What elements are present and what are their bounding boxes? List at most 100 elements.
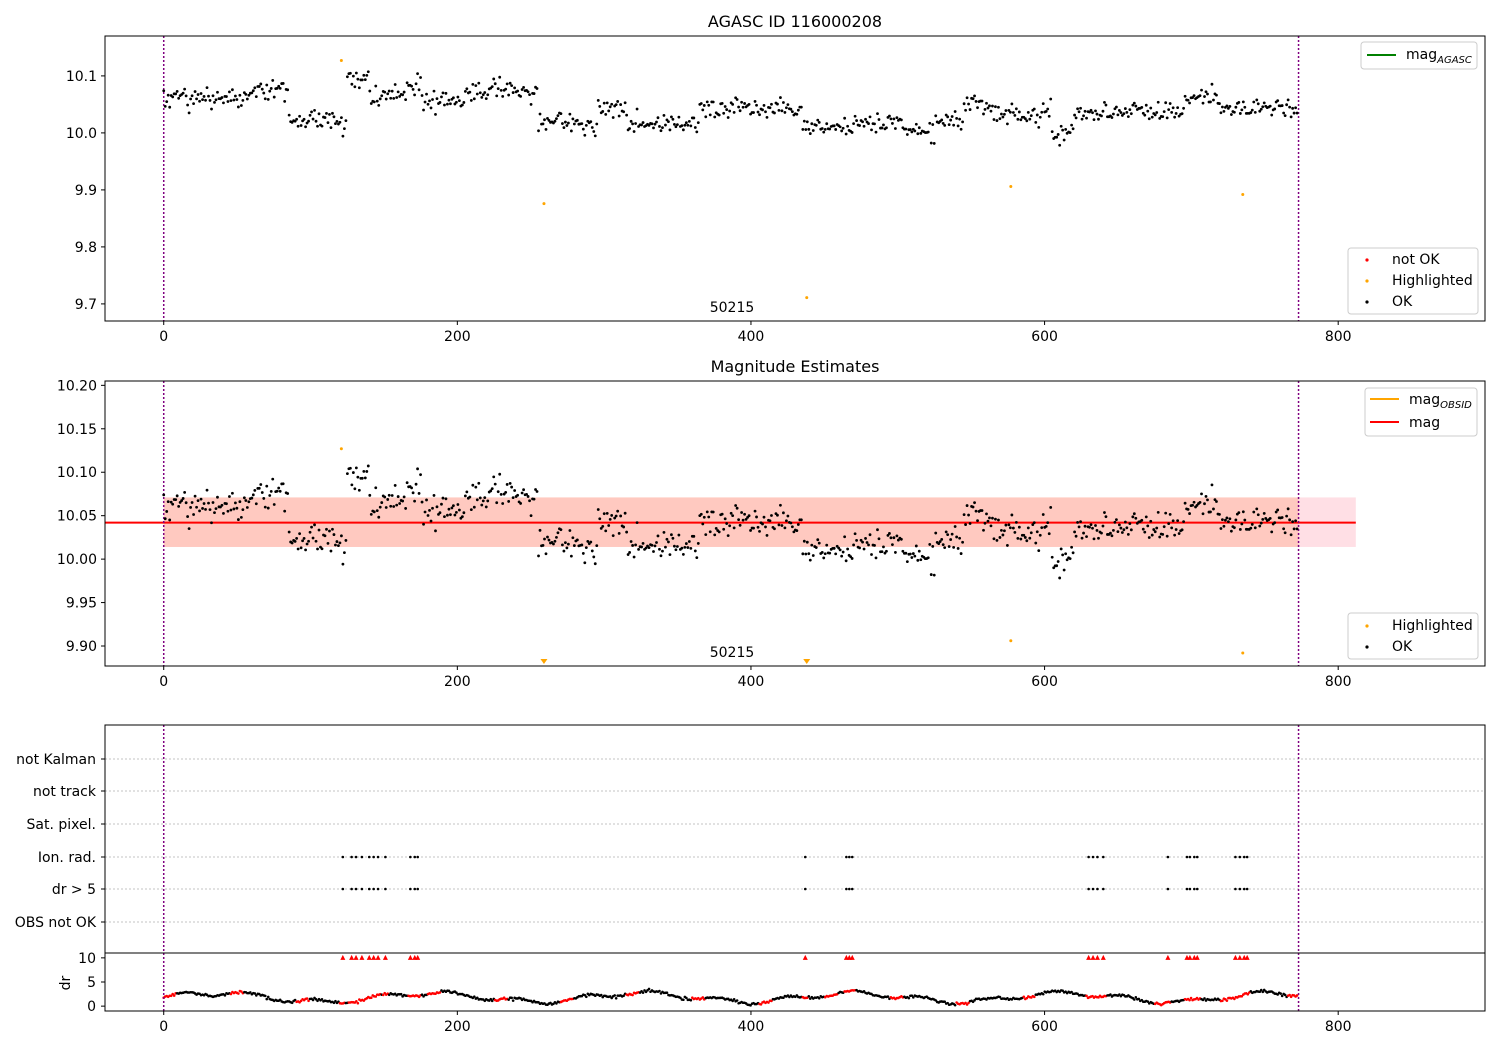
ok-point	[277, 84, 281, 88]
ok-point	[899, 118, 903, 122]
ok-point	[1079, 520, 1082, 523]
ok-point	[498, 472, 502, 476]
ok-point	[1025, 539, 1029, 543]
ok-point	[840, 129, 844, 133]
ok-point	[661, 549, 664, 553]
ok-point	[861, 120, 864, 124]
ok-point	[926, 556, 930, 560]
ok-point	[207, 501, 210, 505]
ok-point	[201, 98, 204, 102]
ok-point	[483, 496, 487, 499]
ok-point	[867, 122, 870, 125]
dr-gt5-flag-point	[1238, 887, 1242, 891]
x-tick-label: 0	[159, 329, 168, 345]
ok-point	[1164, 101, 1168, 105]
ok-point	[1131, 515, 1135, 519]
ok-point	[580, 122, 584, 125]
ok-point	[992, 118, 996, 121]
ok-point	[683, 123, 687, 127]
ok-point	[832, 546, 836, 550]
ok-point	[1274, 510, 1278, 514]
ok-point	[776, 513, 779, 517]
ok-point	[1004, 523, 1008, 527]
ok-point	[528, 499, 531, 503]
ok-point	[205, 86, 209, 90]
ok-point	[713, 533, 717, 537]
ok-point	[1115, 105, 1118, 109]
ok-point	[626, 553, 630, 556]
ok-point	[325, 111, 328, 115]
ok-point	[556, 531, 560, 535]
ok-point	[1192, 94, 1196, 98]
ok-point	[401, 93, 405, 97]
ok-point	[501, 94, 505, 98]
ok-point	[667, 120, 670, 124]
legend-not-ok-label: not OK	[1392, 252, 1440, 268]
ok-point	[490, 85, 494, 89]
ok-point	[538, 112, 542, 116]
ok-point	[650, 122, 654, 126]
ok-point	[683, 545, 687, 549]
ok-point	[348, 71, 352, 75]
ok-point	[368, 493, 372, 497]
dr-point	[759, 1003, 763, 1006]
ok-point	[932, 573, 936, 577]
ok-point	[580, 543, 584, 547]
ok-point	[928, 121, 932, 125]
ok-point	[286, 492, 290, 495]
ok-point	[876, 112, 879, 115]
ok-point	[1291, 106, 1295, 110]
ok-point	[526, 90, 530, 94]
dr-point	[641, 991, 645, 994]
ok-point	[1104, 103, 1108, 107]
ok-point	[402, 495, 406, 499]
ok-point	[326, 542, 330, 545]
ok-point	[738, 109, 742, 113]
ok-point	[1091, 526, 1094, 530]
ok-point	[695, 130, 699, 134]
ok-point	[513, 489, 517, 492]
ok-point	[895, 116, 899, 120]
ok-point	[583, 133, 587, 137]
ok-point	[1167, 108, 1171, 112]
ok-point	[687, 119, 691, 123]
ok-point	[928, 543, 932, 546]
ok-point	[338, 120, 342, 124]
ok-point	[180, 499, 184, 502]
ok-point	[1215, 500, 1218, 503]
ok-point	[561, 122, 564, 125]
ion-rad-flag-point	[845, 855, 848, 859]
ok-point	[1203, 502, 1206, 506]
panel2-legend-upper: magOBSID mag	[1364, 387, 1478, 437]
ok-point	[783, 526, 787, 530]
ok-point	[632, 130, 636, 133]
ok-point	[414, 482, 418, 486]
ok-point	[1110, 116, 1114, 119]
x-tick-label: 400	[738, 674, 765, 690]
ok-point	[396, 90, 400, 94]
ok-point	[216, 90, 219, 94]
dr-gt5-flag-point	[1193, 887, 1196, 891]
ok-point	[1262, 101, 1266, 105]
ok-point	[1191, 503, 1194, 507]
ok-point	[1008, 110, 1012, 114]
ok-point	[1073, 113, 1076, 117]
ok-point	[699, 102, 703, 105]
flag-category-label: Ion. rad.	[38, 850, 96, 866]
ok-point	[1047, 532, 1051, 536]
ok-point	[598, 517, 602, 521]
ok-point	[949, 118, 953, 122]
ok-point	[460, 103, 464, 107]
ok-point	[962, 102, 966, 106]
ok-point	[708, 530, 712, 534]
ok-point	[735, 98, 739, 101]
y-tick-label: 10.20	[57, 378, 97, 394]
dr-clipped-marker	[1194, 954, 1200, 960]
ok-point	[916, 558, 920, 562]
ok-point	[590, 126, 594, 129]
ok-point	[501, 502, 505, 505]
legend-not-ok-marker	[1365, 258, 1369, 262]
ok-point	[1141, 527, 1145, 531]
ok-point	[953, 525, 957, 528]
ok-point	[1212, 507, 1215, 511]
